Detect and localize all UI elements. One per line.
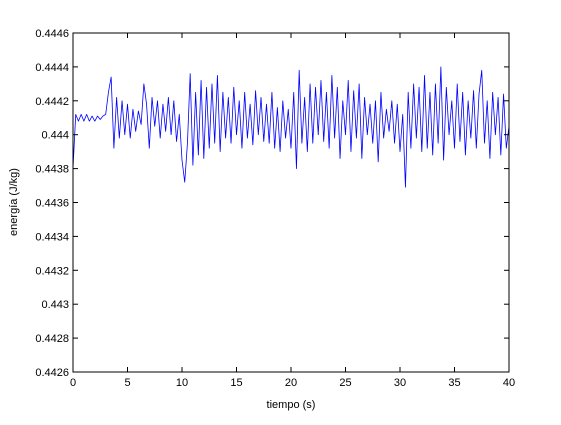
y-tick-label: 0.444 [41, 130, 69, 142]
x-tick-label: 15 [230, 377, 242, 389]
x-tick-label: 10 [176, 377, 188, 389]
x-tick-label: 5 [124, 377, 130, 389]
y-tick-label: 0.4434 [35, 231, 69, 243]
x-tick-label: 30 [394, 377, 406, 389]
y-tick-label: 0.4428 [35, 333, 69, 345]
y-axis-label: energía (J/kg) [8, 168, 20, 236]
y-tick-label: 0.4446 [35, 28, 69, 40]
x-tick-label: 20 [285, 377, 297, 389]
y-tick-label: 0.443 [41, 299, 69, 311]
x-axis-label: tiempo (s) [267, 399, 316, 411]
y-tick-label: 0.4442 [35, 96, 69, 108]
data-line [72, 66, 510, 188]
y-tick-label: 0.4438 [35, 164, 69, 176]
x-tick-label: 40 [503, 377, 515, 389]
y-tick-label: 0.4432 [35, 265, 69, 277]
x-tick-label: 0 [70, 377, 76, 389]
y-tick-label: 0.4436 [35, 198, 69, 210]
x-tick-label: 35 [448, 377, 460, 389]
y-tick-label: 0.4444 [35, 62, 69, 74]
y-tick-label: 0.4426 [35, 367, 69, 379]
x-tick-label: 25 [339, 377, 351, 389]
